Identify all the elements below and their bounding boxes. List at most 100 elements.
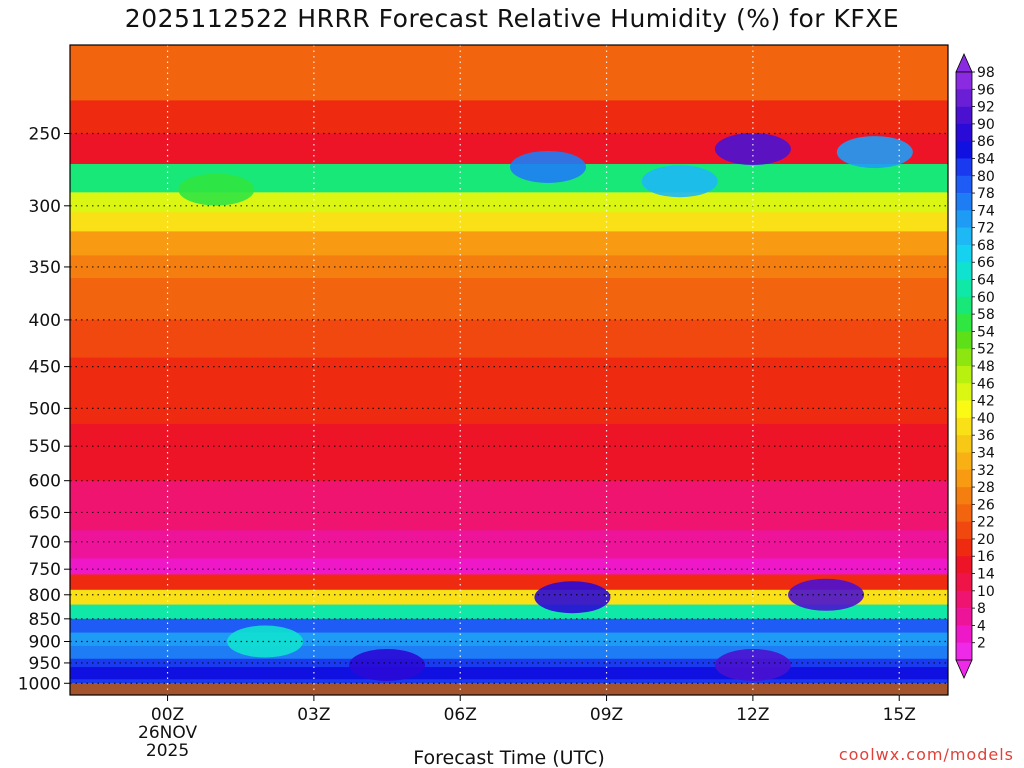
colorbar-label: 14 <box>977 567 995 583</box>
colorbar-label: 90 <box>977 117 995 133</box>
colorbar-label: 28 <box>977 480 995 496</box>
colorbar-swatch <box>956 279 972 298</box>
colorbar-label: 16 <box>977 549 995 565</box>
rh-band <box>70 589 948 606</box>
colorbar-label: 74 <box>977 203 995 219</box>
credit-text: coolwx.com/models <box>838 745 1014 764</box>
colorbar-label: 8 <box>977 601 986 617</box>
y-tick-label: 650 <box>29 503 61 523</box>
rh-feature <box>227 625 304 658</box>
x-date-label-day: 26NOV <box>138 723 197 743</box>
y-tick-label: 800 <box>29 586 61 606</box>
x-tick-label: 09Z <box>590 705 623 725</box>
x-tick-label: 06Z <box>444 705 477 725</box>
colorbar-label: 92 <box>977 100 995 116</box>
rh-band <box>70 530 948 560</box>
colorbar-swatch <box>956 383 972 401</box>
x-axis: 00Z 03Z 06Z 09Z 12Z 15Z <box>151 695 916 725</box>
rh-band <box>70 667 948 680</box>
colorbar-swatch <box>956 193 972 211</box>
colorbar-swatch <box>956 262 972 280</box>
colorbar-swatch <box>956 435 972 453</box>
rh-feature <box>178 173 255 206</box>
colorbar-swatch <box>956 590 972 609</box>
colorbar: 9896929086848078747268666460585452484642… <box>955 53 995 679</box>
rh-band <box>70 383 948 425</box>
rh-band <box>70 133 948 165</box>
colorbar-swatch <box>956 487 972 505</box>
ground-surface <box>70 683 948 695</box>
colorbar-swatch <box>956 366 972 384</box>
colorbar-swatch <box>956 331 972 350</box>
rh-band <box>70 231 948 257</box>
colorbar-swatch <box>956 141 972 159</box>
x-axis-label: Forecast Time (UTC) <box>413 747 604 768</box>
y-tick-label: 300 <box>29 197 61 217</box>
colorbar-label: 52 <box>977 342 995 358</box>
y-tick-label: 400 <box>29 311 61 331</box>
rh-band <box>70 632 948 647</box>
colorbar-label: 60 <box>977 290 995 306</box>
x-tick-label: 00Z <box>151 705 184 725</box>
y-axis: 2503003504004505005506006507007508008509… <box>18 124 70 694</box>
chart-title: 2025112522 HRRR Forecast Relative Humidi… <box>124 4 900 33</box>
rh-band <box>70 645 948 660</box>
colorbar-bottom-arrow <box>955 659 973 679</box>
colorbar-swatch <box>956 556 972 574</box>
y-tick-label: 450 <box>29 358 61 378</box>
colorbar-swatch <box>956 89 972 107</box>
rh-feature <box>534 581 611 614</box>
colorbar-swatch <box>956 642 972 661</box>
colorbar-label: 32 <box>977 463 995 479</box>
rh-band <box>70 212 948 232</box>
colorbar-swatch <box>956 296 972 315</box>
x-tick-label: 12Z <box>736 705 769 725</box>
colorbar-swatch <box>956 72 972 90</box>
colorbar-swatch <box>956 210 972 228</box>
colorbar-label: 2 <box>977 636 986 652</box>
rh-band <box>70 423 948 482</box>
rh-band <box>70 574 948 591</box>
colorbar-swatch <box>956 158 972 177</box>
colorbar-swatch <box>956 244 972 263</box>
rh-features <box>178 133 913 682</box>
colorbar-swatch <box>956 314 972 332</box>
rh-band <box>70 319 948 359</box>
colorbar-top-arrow <box>955 53 973 73</box>
colorbar-swatch <box>956 417 972 436</box>
x-date-label-year: 2025 <box>146 741 189 761</box>
colorbar-swatch <box>956 521 972 540</box>
colorbar-label: 84 <box>977 151 995 167</box>
colorbar-label: 54 <box>977 324 995 340</box>
y-tick-label: 600 <box>29 472 61 492</box>
colorbar-label: 26 <box>977 497 995 513</box>
rh-feature <box>714 649 791 682</box>
colorbar-label: 72 <box>977 221 995 237</box>
colorbar-swatch <box>956 227 972 246</box>
y-tick-label: 500 <box>29 399 61 419</box>
colorbar-label: 64 <box>977 273 995 289</box>
x-tick-label: 15Z <box>883 705 916 725</box>
y-tick-label: 900 <box>29 632 61 652</box>
colorbar-label: 4 <box>977 618 986 634</box>
colorbar-label: 68 <box>977 238 995 254</box>
rh-feature <box>714 133 791 166</box>
y-tick-label: 1000 <box>18 674 61 694</box>
colorbar-swatch <box>956 452 972 471</box>
y-tick-label: 250 <box>29 124 61 144</box>
colorbar-swatch <box>956 504 972 522</box>
rh-feature <box>349 649 426 682</box>
colorbar-label: 58 <box>977 307 995 323</box>
colorbar-swatch <box>956 469 972 488</box>
colorbar-label: 20 <box>977 532 995 548</box>
y-tick-label: 700 <box>29 533 61 553</box>
colorbar-label: 46 <box>977 376 995 392</box>
rh-feature <box>510 150 587 183</box>
y-tick-label: 950 <box>29 654 61 674</box>
y-tick-label: 850 <box>29 610 61 630</box>
x-tick-label: 03Z <box>297 705 330 725</box>
colorbar-label: 10 <box>977 584 995 600</box>
colorbar-label: 98 <box>977 65 995 81</box>
y-tick-label: 750 <box>29 560 61 580</box>
